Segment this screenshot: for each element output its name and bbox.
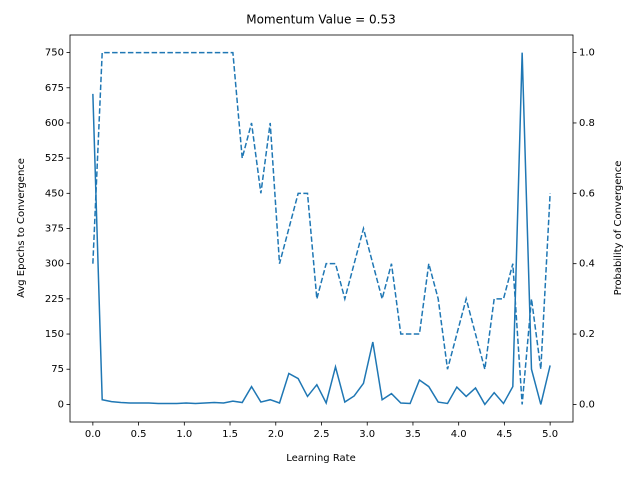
y2-tick-label: 0.0 (579, 399, 595, 410)
dashed-line (92, 51, 551, 405)
x-tick-label: 4.5 (496, 429, 512, 440)
solid-line (92, 52, 551, 406)
y2-tick-label: 0.4 (579, 259, 595, 270)
y-tick-label: 525 (45, 153, 64, 164)
y-tick-label: 0 (58, 399, 64, 410)
y-tick-label: 75 (51, 364, 64, 375)
y2-tick-label: 1.0 (579, 48, 595, 59)
x-tick-label: 4.0 (451, 429, 467, 440)
x-tick-label: 2.5 (314, 429, 330, 440)
x-tick-label: 0.0 (85, 429, 101, 440)
y-tick-label: 300 (45, 259, 64, 270)
y-tick-label: 375 (45, 224, 64, 235)
x-tick-label: 3.0 (359, 429, 375, 440)
y-tick-label: 750 (45, 48, 64, 59)
y2-tick-label: 0.2 (579, 329, 595, 340)
x-tick-label: 5.0 (542, 429, 558, 440)
y2-axis-label: Probability of Convergence (613, 161, 624, 296)
x-tick-label: 2.0 (268, 429, 284, 440)
y-tick-label: 225 (45, 294, 64, 305)
y2-tick-label: 0.6 (579, 188, 595, 199)
y2-tick-label: 0.8 (579, 118, 595, 129)
x-tick-label: 0.5 (131, 429, 147, 440)
y-tick-label: 675 (45, 83, 64, 94)
chart-title: Momentum Value = 0.53 (246, 13, 396, 27)
y-tick-label: 150 (45, 329, 64, 340)
plot-frame (69, 34, 574, 423)
x-tick-label: 3.5 (405, 429, 421, 440)
y-tick-label: 600 (45, 118, 64, 129)
y-tick-label: 450 (45, 188, 64, 199)
x-tick-label: 1.0 (176, 429, 192, 440)
x-axis-label: Learning Rate (286, 453, 356, 464)
y-axis-label: Avg Epochs to Convergence (16, 158, 27, 298)
x-tick-label: 1.5 (222, 429, 238, 440)
